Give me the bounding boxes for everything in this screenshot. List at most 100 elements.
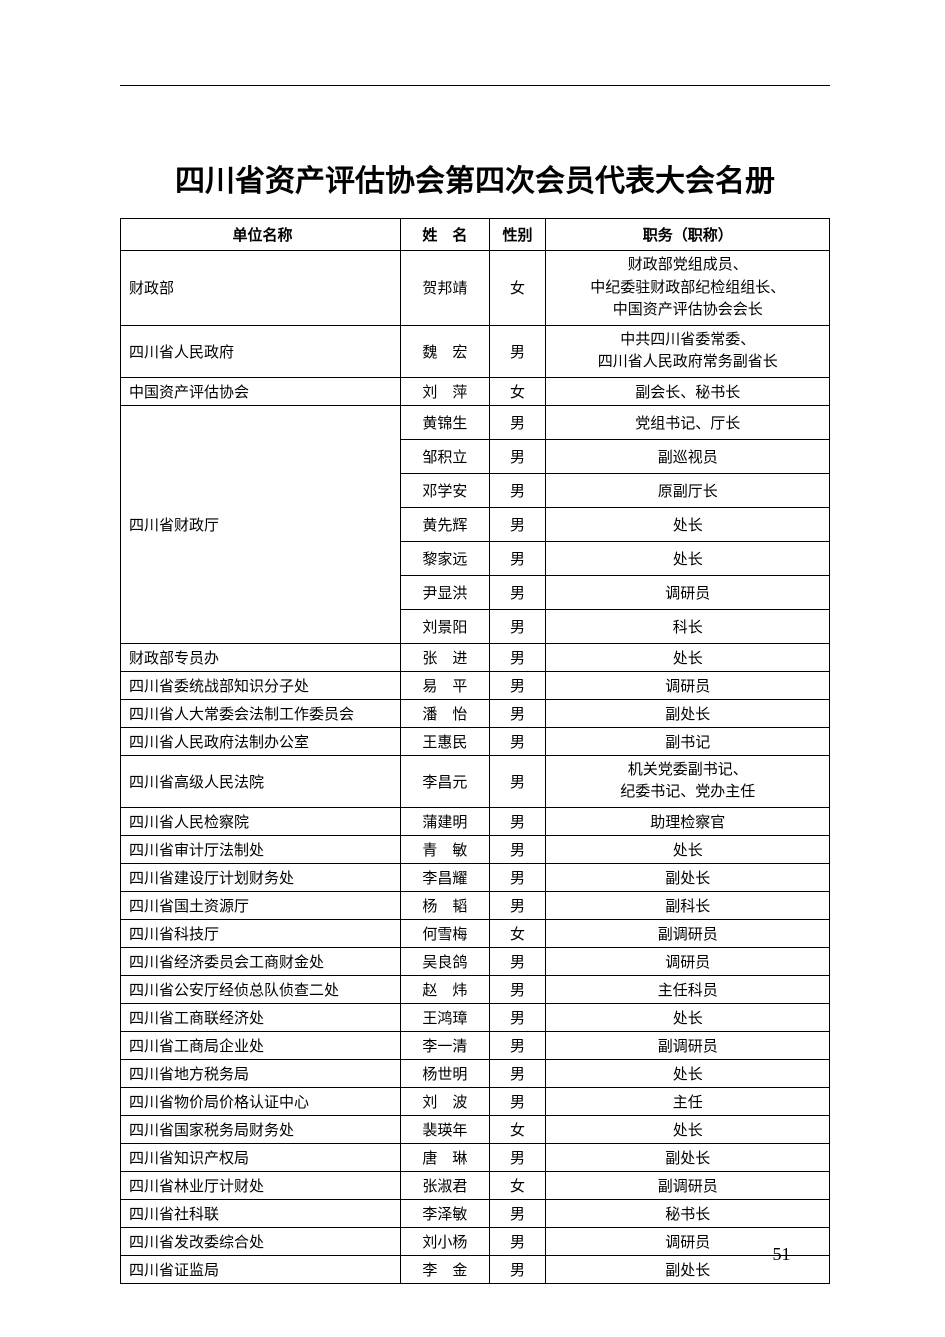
cell-title: 科长 — [546, 609, 830, 643]
cell-name: 魏 宏 — [401, 325, 490, 377]
cell-name: 蒲建明 — [401, 807, 490, 835]
cell-name: 黎家远 — [401, 541, 490, 575]
table-row: 四川省高级人民法院李昌元男机关党委副书记、纪委书记、党办主任 — [121, 755, 830, 807]
cell-org: 四川省林业厅计财处 — [121, 1171, 401, 1199]
cell-gender: 女 — [489, 251, 546, 326]
table-row: 四川省人民政府法制办公室王惠民男副书记 — [121, 727, 830, 755]
cell-gender: 女 — [489, 1115, 546, 1143]
cell-org: 四川省财政厅 — [121, 405, 401, 643]
page-number-dash-right — [799, 1255, 823, 1256]
cell-title: 调研员 — [546, 575, 830, 609]
cell-gender: 男 — [489, 1227, 546, 1255]
page-number-dash-left — [740, 1255, 764, 1256]
header-org: 单位名称 — [121, 219, 401, 251]
cell-gender: 男 — [489, 473, 546, 507]
cell-org: 四川省人民检察院 — [121, 807, 401, 835]
cell-title: 处长 — [546, 835, 830, 863]
cell-org: 四川省人大常委会法制工作委员会 — [121, 699, 401, 727]
cell-gender: 男 — [489, 1143, 546, 1171]
cell-title: 主任科员 — [546, 975, 830, 1003]
cell-name: 唐 琳 — [401, 1143, 490, 1171]
cell-org: 四川省审计厅法制处 — [121, 835, 401, 863]
cell-name: 张 进 — [401, 643, 490, 671]
cell-gender: 男 — [489, 1003, 546, 1031]
cell-gender: 男 — [489, 1087, 546, 1115]
cell-name: 张淑君 — [401, 1171, 490, 1199]
cell-gender: 男 — [489, 405, 546, 439]
cell-org: 财政部专员办 — [121, 643, 401, 671]
cell-gender: 男 — [489, 609, 546, 643]
cell-gender: 男 — [489, 947, 546, 975]
page-title: 四川省资产评估协会第四次会员代表大会名册 — [120, 156, 830, 200]
cell-org: 四川省国土资源厅 — [121, 891, 401, 919]
cell-gender: 男 — [489, 671, 546, 699]
table-row: 四川省财政厅黄锦生男党组书记、厅长 — [121, 405, 830, 439]
table-row: 四川省审计厅法制处青 敏男处长 — [121, 835, 830, 863]
cell-name: 吴良鸽 — [401, 947, 490, 975]
table-row: 四川省公安厅经侦总队侦查二处赵 炜男主任科员 — [121, 975, 830, 1003]
cell-name: 裴瑛年 — [401, 1115, 490, 1143]
cell-title: 副调研员 — [546, 1171, 830, 1199]
cell-name: 尹显洪 — [401, 575, 490, 609]
cell-title: 副处长 — [546, 1143, 830, 1171]
cell-title: 调研员 — [546, 947, 830, 975]
cell-title: 处长 — [546, 1003, 830, 1031]
cell-gender: 男 — [489, 727, 546, 755]
cell-org: 四川省社科联 — [121, 1199, 401, 1227]
header-name: 姓 名 — [401, 219, 490, 251]
table-row: 财政部专员办张 进男处长 — [121, 643, 830, 671]
page-container: 四川省资产评估协会第四次会员代表大会名册 单位名称 姓 名 性别 职务（职称） … — [0, 0, 945, 1337]
cell-title: 党组书记、厅长 — [546, 405, 830, 439]
cell-name: 潘 怡 — [401, 699, 490, 727]
cell-title: 副书记 — [546, 727, 830, 755]
cell-org: 四川省工商联经济处 — [121, 1003, 401, 1031]
cell-name: 王惠民 — [401, 727, 490, 755]
cell-name: 李 金 — [401, 1255, 490, 1283]
cell-org: 四川省建设厅计划财务处 — [121, 863, 401, 891]
cell-title: 处长 — [546, 541, 830, 575]
cell-name: 李昌耀 — [401, 863, 490, 891]
cell-gender: 男 — [489, 1199, 546, 1227]
cell-gender: 男 — [489, 1059, 546, 1087]
header-title: 职务（职称） — [546, 219, 830, 251]
cell-name: 刘小杨 — [401, 1227, 490, 1255]
cell-name: 何雪梅 — [401, 919, 490, 947]
table-row: 四川省人大常委会法制工作委员会潘 怡男副处长 — [121, 699, 830, 727]
cell-gender: 男 — [489, 507, 546, 541]
cell-name: 李泽敏 — [401, 1199, 490, 1227]
cell-title: 处长 — [546, 1059, 830, 1087]
cell-org: 四川省国家税务局财务处 — [121, 1115, 401, 1143]
table-row: 四川省国家税务局财务处裴瑛年女处长 — [121, 1115, 830, 1143]
cell-name: 刘 波 — [401, 1087, 490, 1115]
cell-title: 原副厅长 — [546, 473, 830, 507]
cell-gender: 女 — [489, 919, 546, 947]
cell-org: 四川省委统战部知识分子处 — [121, 671, 401, 699]
table-row: 四川省证监局李 金男副处长 — [121, 1255, 830, 1283]
header-row: 单位名称 姓 名 性别 职务（职称） — [121, 219, 830, 251]
cell-title: 机关党委副书记、纪委书记、党办主任 — [546, 755, 830, 807]
table-row: 四川省知识产权局唐 琳男副处长 — [121, 1143, 830, 1171]
cell-name: 黄锦生 — [401, 405, 490, 439]
cell-org: 四川省工商局企业处 — [121, 1031, 401, 1059]
cell-name: 杨世明 — [401, 1059, 490, 1087]
cell-org: 中国资产评估协会 — [121, 377, 401, 405]
table-body: 财政部贺邦靖女财政部党组成员、中纪委驻财政部纪检组组长、中国资产评估协会会长四川… — [121, 251, 830, 1284]
cell-gender: 男 — [489, 325, 546, 377]
cell-title: 处长 — [546, 507, 830, 541]
cell-title: 助理检察官 — [546, 807, 830, 835]
cell-name: 青 敏 — [401, 835, 490, 863]
cell-org: 四川省发改委综合处 — [121, 1227, 401, 1255]
cell-name: 李昌元 — [401, 755, 490, 807]
table-row: 四川省物价局价格认证中心刘 波男主任 — [121, 1087, 830, 1115]
cell-name: 贺邦靖 — [401, 251, 490, 326]
cell-title: 中共四川省委常委、四川省人民政府常务副省长 — [546, 325, 830, 377]
table-row: 中国资产评估协会刘 萍女副会长、秘书长 — [121, 377, 830, 405]
cell-title: 主任 — [546, 1087, 830, 1115]
cell-org: 四川省证监局 — [121, 1255, 401, 1283]
table-row: 四川省科技厅何雪梅女副调研员 — [121, 919, 830, 947]
cell-gender: 男 — [489, 755, 546, 807]
cell-gender: 男 — [489, 575, 546, 609]
cell-gender: 男 — [489, 807, 546, 835]
table-row: 四川省地方税务局杨世明男处长 — [121, 1059, 830, 1087]
table-row: 四川省经济委员会工商财金处吴良鸽男调研员 — [121, 947, 830, 975]
